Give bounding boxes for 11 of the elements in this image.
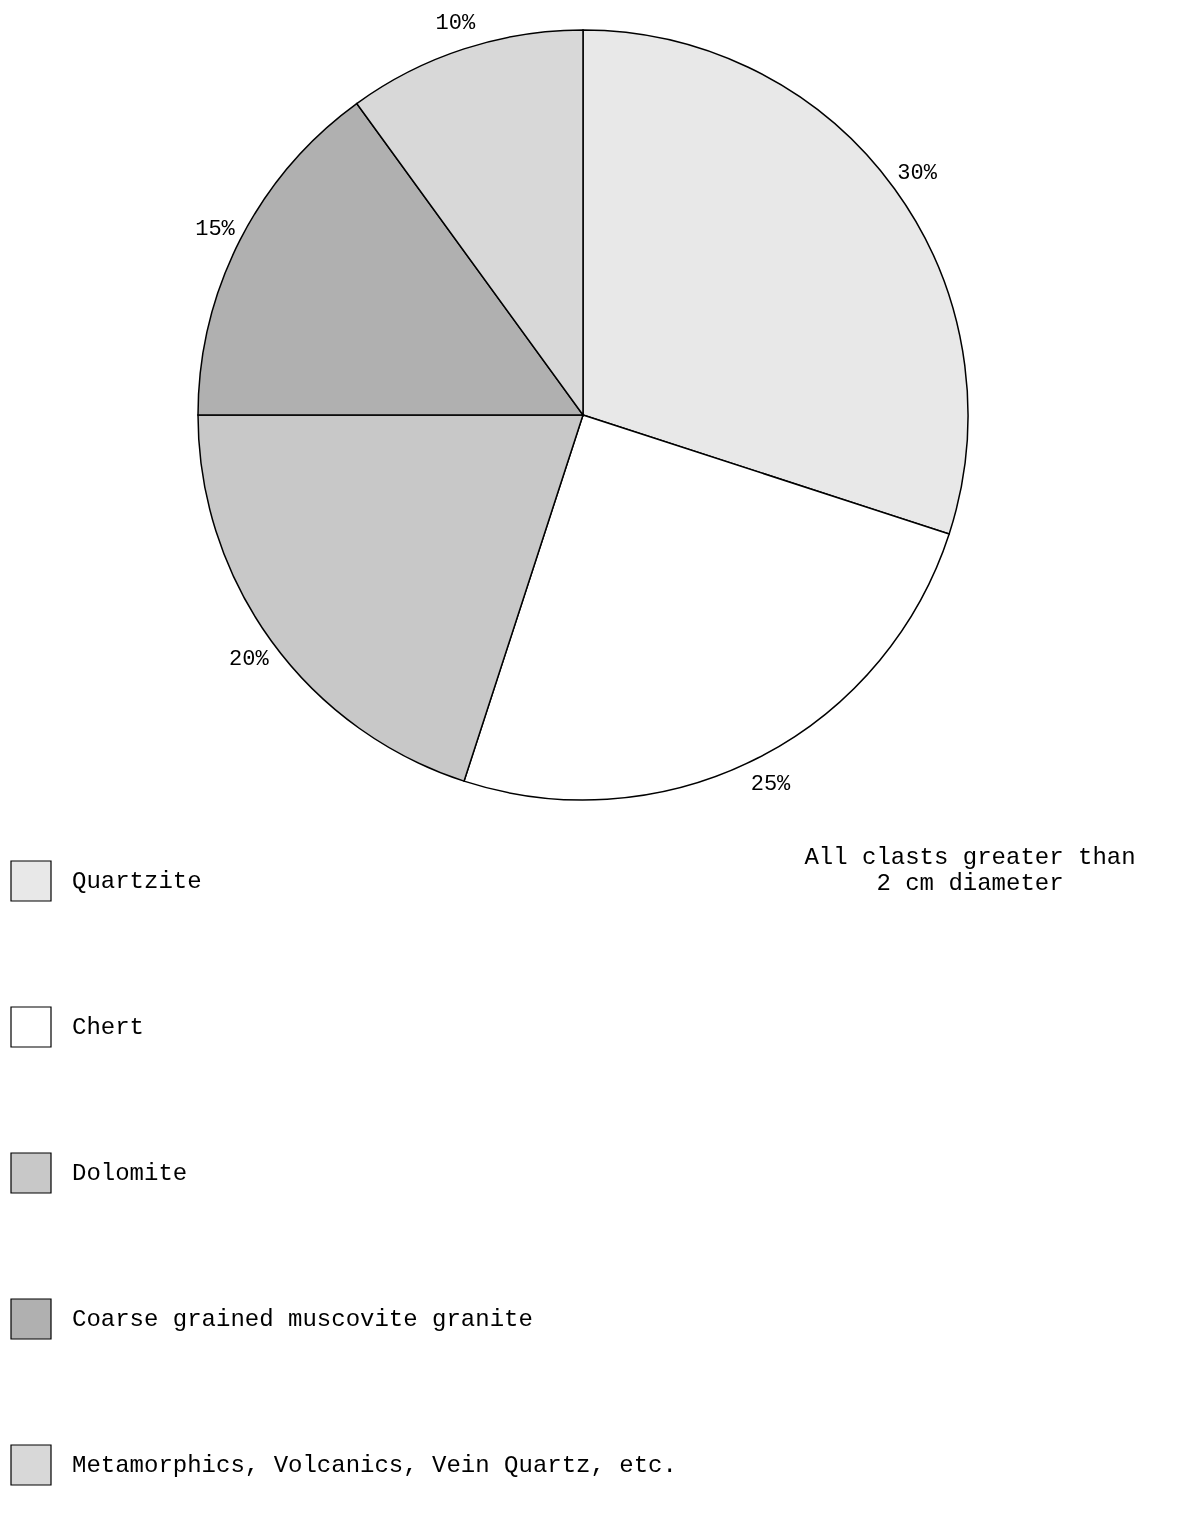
legend-label: Quartzite xyxy=(72,868,202,895)
data-label: 25% xyxy=(750,771,792,797)
legend-label: Metamorphics, Volcanics, Vein Quartz, etc. xyxy=(72,1452,677,1479)
data-label: 20% xyxy=(229,646,270,672)
legend-label: Dolomite xyxy=(72,1160,188,1187)
data-label: 10% xyxy=(435,11,476,37)
text: All clasts greater than 2 cm diameter xyxy=(804,844,1136,897)
legend-label: Chert xyxy=(72,1014,145,1041)
legend-label: Coarse grained muscovite granite xyxy=(72,1306,533,1333)
data-label: 30% xyxy=(897,161,938,187)
data-label: 15% xyxy=(195,216,236,242)
